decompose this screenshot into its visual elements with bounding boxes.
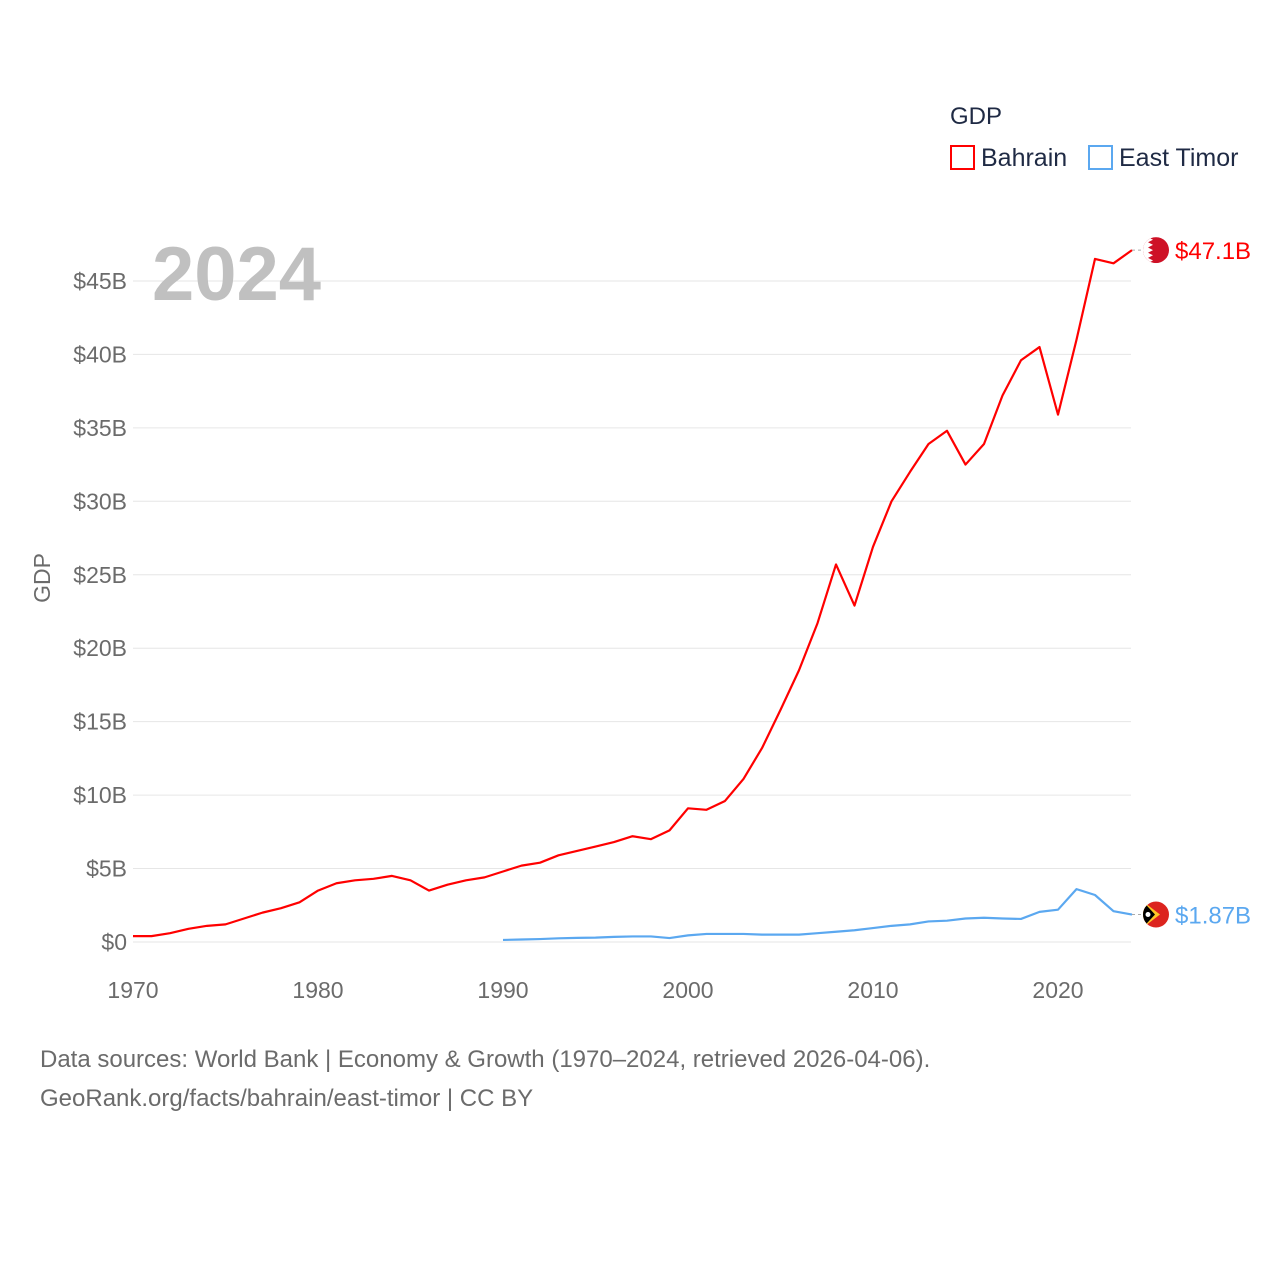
east-timor-flag-icon (1143, 901, 1169, 928)
y-tick-label: $30B (73, 488, 127, 514)
series-line-bahrain (133, 249, 1133, 938)
y-tick-label: $10B (73, 782, 127, 808)
x-tick-label: 2000 (662, 977, 713, 1003)
legend-label-bahrain: Bahrain (981, 144, 1067, 172)
legend-item-bahrain[interactable]: Bahrain (950, 144, 1067, 172)
end-value-label-bahrain: $47.1B (1175, 238, 1251, 265)
x-tick-label: 2020 (1032, 977, 1083, 1003)
bahrain-flag-icon (1143, 237, 1169, 264)
legend-label-east-timor: East Timor (1119, 144, 1238, 172)
legend-swatch-east-timor (1088, 145, 1113, 170)
source-note: Data sources: World Bank | Economy & Gro… (40, 1046, 931, 1073)
y-axis-label: GDP (29, 553, 55, 603)
y-tick-label: $5B (86, 856, 127, 882)
y-tick-label: $45B (73, 268, 127, 294)
legend-title: GDP (950, 103, 1002, 130)
x-tick-label: 1980 (292, 977, 343, 1003)
legend-item-east-timor[interactable]: East Timor (1088, 144, 1238, 172)
y-tick-label: $20B (73, 635, 127, 661)
y-tick-label: $35B (73, 415, 127, 441)
y-tick-label: $40B (73, 341, 127, 367)
legend-swatch-bahrain (950, 145, 975, 170)
y-tick-label: $15B (73, 709, 127, 735)
y-tick-label: $0 (101, 929, 127, 955)
series-line-east-timor (502, 888, 1133, 942)
y-tick-label: $25B (73, 562, 127, 588)
end-value-label-east-timor: $1.87B (1175, 903, 1251, 930)
x-tick-label: 1970 (107, 977, 158, 1003)
x-tick-label: 2010 (847, 977, 898, 1003)
source-link[interactable]: GeoRank.org/facts/bahrain/east-timor | C… (40, 1085, 534, 1112)
year-label: 2024 (152, 232, 321, 317)
x-tick-label: 1990 (477, 977, 528, 1003)
